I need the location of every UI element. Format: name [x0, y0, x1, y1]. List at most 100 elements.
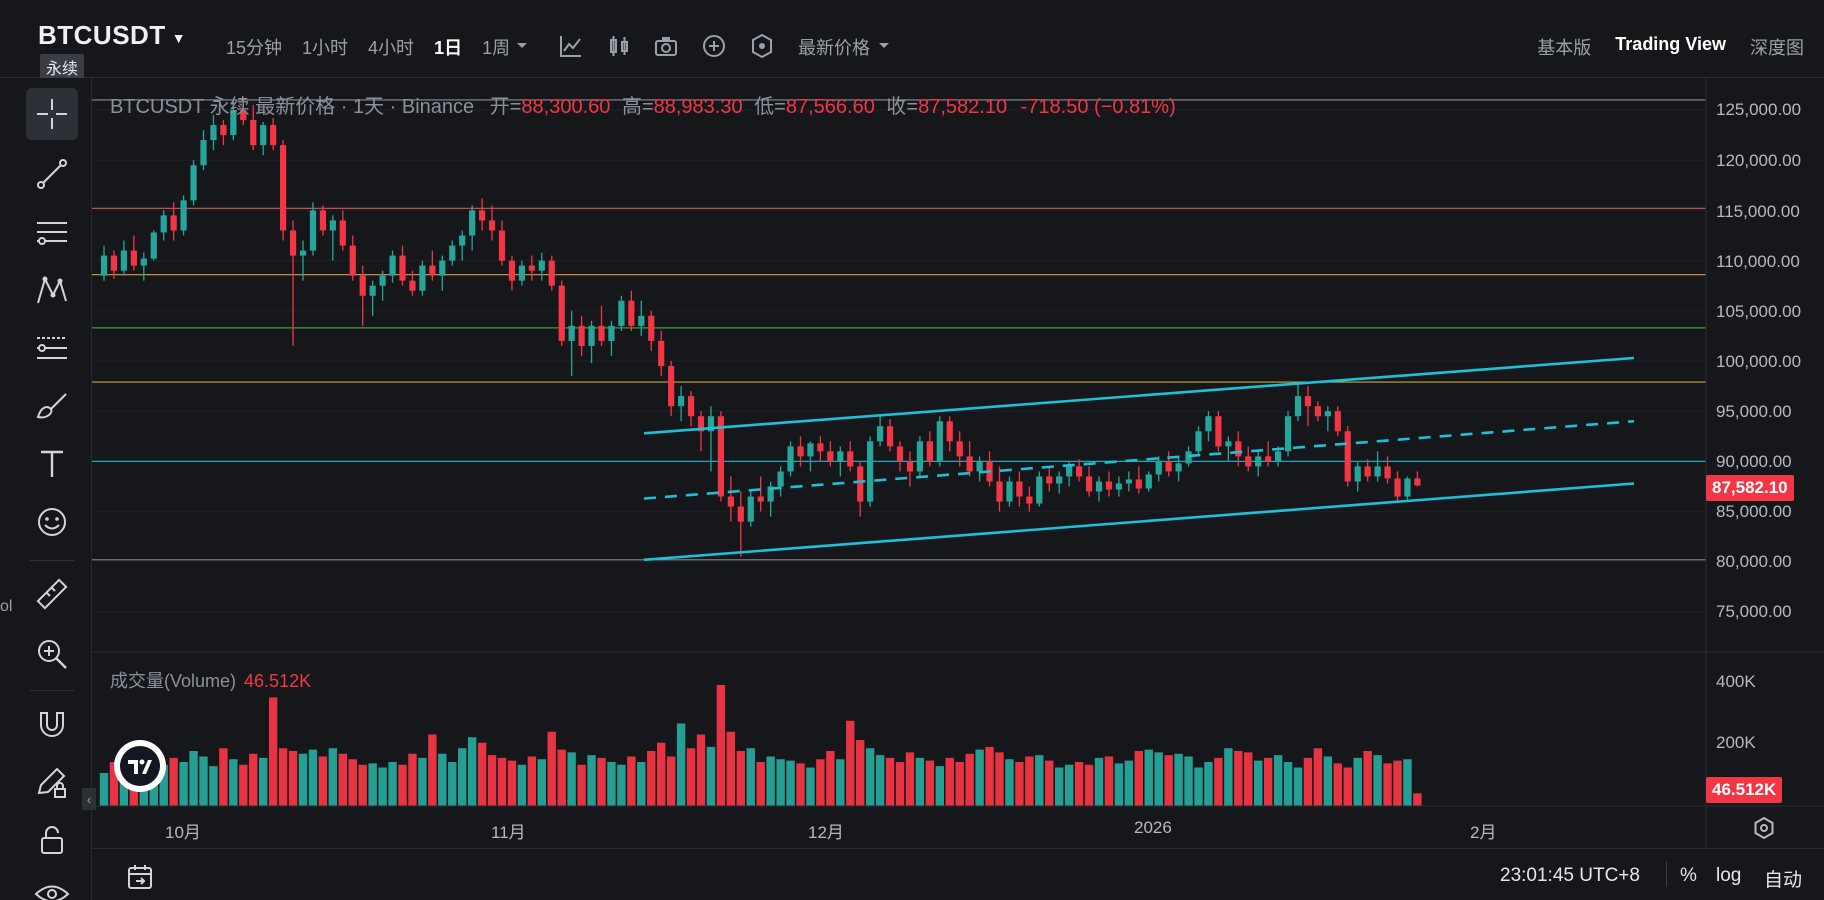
candle-body: [1076, 466, 1083, 477]
candle-body: [270, 125, 277, 146]
volume-bar: [965, 753, 974, 806]
candle-body: [847, 451, 854, 467]
camera-icon[interactable]: [653, 33, 679, 59]
candle-body: [1374, 466, 1381, 477]
magnet-button[interactable]: [26, 698, 78, 750]
candle-body: [379, 275, 386, 286]
tab-basic[interactable]: 基本版: [1537, 38, 1592, 58]
volume-bar: [1104, 756, 1114, 806]
candle-body: [1026, 496, 1033, 504]
price-type-dropdown-icon[interactable]: [876, 38, 892, 54]
crosshair-button[interactable]: [26, 88, 78, 140]
price-chart[interactable]: [92, 78, 1824, 848]
volume-bar: [179, 762, 188, 806]
candle-body: [1255, 456, 1262, 467]
volume-bar: [1174, 753, 1183, 806]
emoji-button[interactable]: [26, 496, 78, 548]
candle-body: [1155, 461, 1162, 475]
candle-type-icon[interactable]: [606, 33, 632, 59]
candle-body: [1314, 406, 1321, 417]
volume-bar: [458, 748, 467, 806]
volume-bar: [1045, 760, 1054, 806]
price-tick: 85,000.00: [1716, 502, 1792, 521]
lock-button[interactable]: [26, 814, 78, 866]
horizontal-lines-button[interactable]: [26, 206, 78, 258]
timeframe-4h[interactable]: 4小时: [368, 38, 415, 58]
volume-bar: [318, 756, 328, 806]
volume-bar: [617, 764, 626, 806]
candle-body: [727, 496, 734, 507]
zoom-in-button[interactable]: [26, 628, 78, 680]
timeframe-1d[interactable]: 1日: [434, 38, 463, 58]
candle-body: [329, 220, 336, 231]
log-scale-button[interactable]: log: [1716, 865, 1742, 886]
symbol-selector[interactable]: BTCUSDT ▼: [38, 20, 186, 51]
settings-hex-icon[interactable]: [749, 33, 775, 59]
eye-button[interactable]: [26, 868, 78, 900]
lock-icon: [41, 826, 63, 854]
timeframe-1h[interactable]: 1小时: [302, 38, 349, 58]
volume-bar: [358, 764, 367, 806]
crosshair-icon: [37, 99, 67, 129]
toolbar-divider: [30, 560, 74, 561]
volume-bar: [1124, 760, 1134, 806]
tab-depth[interactable]: 深度图: [1750, 38, 1804, 58]
brush-button[interactable]: [26, 380, 78, 432]
volume-bar: [1303, 757, 1313, 806]
candle-body: [767, 486, 774, 502]
volume-bar: [467, 737, 477, 806]
ruler-button[interactable]: [26, 568, 78, 620]
volume-bar: [895, 762, 905, 806]
candle-body: [289, 230, 297, 256]
volume-bar: [726, 731, 736, 806]
candle-body: [180, 200, 187, 231]
volume-bar: [567, 752, 576, 806]
candle-body: [807, 443, 814, 457]
indicator-chart-icon[interactable]: [558, 33, 584, 59]
candle-body: [1225, 441, 1232, 447]
time-tick: 2026: [1134, 818, 1172, 837]
date-range-icon[interactable]: [126, 863, 154, 891]
volume-bar: [517, 764, 527, 806]
magnet-icon: [40, 712, 64, 737]
candle-body: [827, 451, 834, 462]
candle-body: [1105, 481, 1113, 490]
pattern-button[interactable]: [26, 264, 78, 316]
price-tick: 110,000.00: [1716, 252, 1800, 271]
collapse-toolbar-button[interactable]: ‹: [82, 788, 96, 810]
low-label: 低=: [754, 96, 786, 118]
chart-settings-icon[interactable]: [1752, 816, 1776, 840]
candle-body: [1165, 461, 1172, 472]
lock-drawing-button[interactable]: [26, 756, 78, 808]
price-type-selector[interactable]: 最新价格: [798, 38, 870, 58]
percent-scale-button[interactable]: %: [1680, 865, 1697, 886]
candle-body: [210, 125, 217, 141]
fib-button[interactable]: [26, 322, 78, 374]
tradingview-logo[interactable]: [114, 740, 166, 792]
price-tick: 90,000.00: [1716, 452, 1792, 471]
time-tick: 2月: [1470, 823, 1497, 842]
symbol-name[interactable]: BTCUSDT: [38, 20, 166, 50]
candle-body: [280, 145, 287, 231]
text-button[interactable]: [26, 438, 78, 490]
volume-bar: [288, 751, 298, 806]
candle-body: [966, 456, 973, 472]
candle-body: [518, 265, 525, 281]
tab-tradingview[interactable]: Trading View: [1615, 34, 1726, 54]
volume-value: 46.512K: [244, 671, 312, 691]
candle-body: [528, 265, 535, 271]
brush-icon: [36, 393, 67, 419]
clock[interactable]: 23:01:45 UTC+8: [1500, 865, 1640, 886]
volume-bar: [1393, 760, 1402, 806]
timeframe-1w[interactable]: 1周: [482, 38, 511, 58]
bottom-divider: [1666, 861, 1667, 887]
timeframe-dropdown-icon[interactable]: [514, 38, 530, 54]
candle-body: [1394, 478, 1401, 497]
volume-bar: [199, 756, 208, 806]
timeframe-15m[interactable]: 15分钟: [226, 38, 283, 58]
candle-body: [1275, 451, 1282, 462]
trend-line-button[interactable]: [26, 148, 78, 200]
auto-scale-button[interactable]: 自动: [1764, 870, 1803, 891]
add-circle-icon[interactable]: [701, 33, 727, 59]
chevron-down-icon[interactable]: ▼: [171, 29, 186, 46]
